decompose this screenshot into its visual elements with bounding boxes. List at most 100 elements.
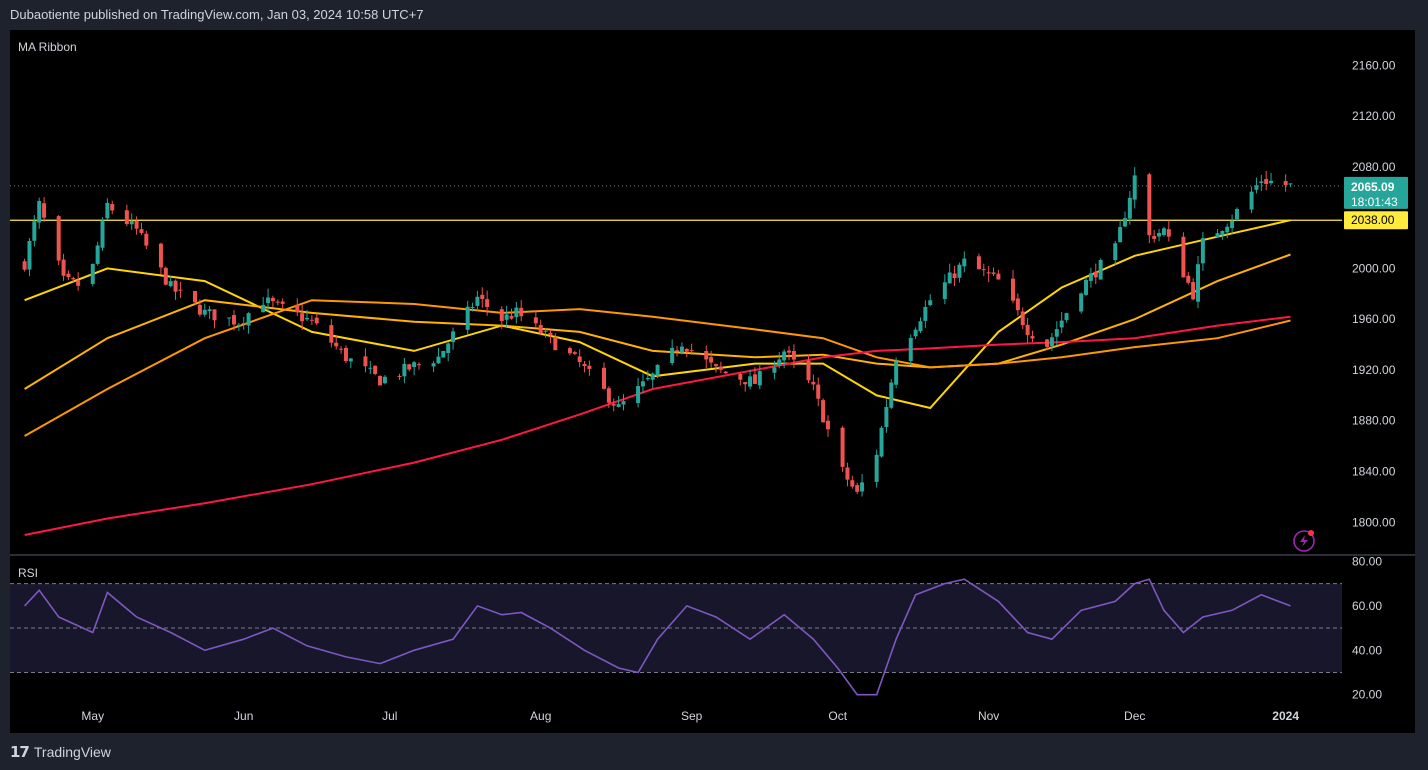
chart-svg[interactable]: 2160.002120.002080.002040.002000.001960.… (10, 30, 1415, 733)
candle-body (1191, 282, 1196, 300)
time-tick-label: Oct (828, 709, 847, 723)
candle-body (640, 381, 645, 387)
candle-body (1020, 311, 1025, 326)
time-tick-label: Dec (1124, 709, 1145, 723)
candle-body (348, 358, 353, 362)
candle-body (275, 301, 280, 303)
candle-body (1098, 259, 1103, 280)
rsi-layer (10, 578, 1342, 696)
candle-body (295, 304, 300, 313)
candle-body (1064, 313, 1069, 320)
time-tick-label: May (81, 709, 104, 723)
candle-body (261, 304, 266, 313)
brand-name[interactable]: TradingView (33, 744, 111, 760)
rsi-tick-label: 40.00 (1352, 643, 1382, 657)
candle-body (368, 367, 373, 369)
candle-body (772, 367, 777, 373)
candle-body (806, 360, 811, 381)
candle-body (519, 307, 524, 317)
candle-body (913, 329, 918, 337)
candle-body (397, 375, 402, 377)
candle-body (855, 485, 860, 492)
candle-body (650, 373, 655, 380)
lightning-icon[interactable] (1293, 530, 1315, 552)
candle-body (431, 363, 436, 367)
time-tick-label: Nov (978, 709, 999, 723)
candle-body (300, 313, 305, 322)
candle-body (874, 454, 879, 482)
candle-body (908, 337, 913, 361)
candle-body (329, 325, 334, 343)
candle-body (76, 280, 81, 286)
candle-body (168, 281, 173, 287)
rsi-title[interactable]: RSI (18, 566, 38, 580)
rsi-tick-label: 20.00 (1352, 688, 1382, 702)
candle-body (1259, 181, 1264, 183)
candle-body (178, 289, 183, 291)
countdown-label: 18:01:43 (1351, 195, 1398, 209)
candle-body (134, 220, 139, 229)
price-axis[interactable]: 2160.002120.002080.002040.002000.001960.… (1352, 58, 1396, 701)
candle-body (606, 388, 611, 403)
ma-ribbon-title[interactable]: MA Ribbon (18, 40, 77, 54)
candle-body (1269, 180, 1274, 184)
candle-body (465, 306, 470, 330)
candle-body (509, 315, 514, 319)
candle-body (543, 330, 548, 332)
candle-body (207, 309, 212, 312)
candle-body (334, 342, 339, 347)
candle-body (227, 317, 232, 319)
candle-body (475, 296, 480, 306)
candle-body (582, 363, 587, 366)
candle-body (602, 367, 607, 389)
candle-body (611, 404, 616, 406)
candle-body (670, 347, 675, 363)
candle-body (27, 240, 32, 270)
chart-frame[interactable]: 2160.002120.002080.002040.002000.001960.… (10, 30, 1415, 733)
candle-body (1093, 271, 1098, 278)
candle-body (942, 282, 947, 300)
time-tick-label: Sep (681, 709, 703, 723)
time-tick-label: Aug (530, 709, 551, 723)
candle-body (976, 256, 981, 270)
candle-body (105, 202, 110, 219)
candle-body (825, 420, 830, 430)
time-axis[interactable]: May Jun Jul Aug Sep Oct Nov Dec 2024 (81, 709, 1299, 723)
candle-body (689, 350, 694, 352)
moving-average-line-3 (24, 299, 1291, 437)
candle-body (621, 401, 626, 405)
candle-body (402, 363, 407, 377)
candle-body (339, 348, 344, 350)
candle-body (446, 343, 451, 354)
tradingview-logo-icon[interactable]: 17 (10, 743, 30, 761)
candle-body (587, 365, 592, 369)
candle-body (757, 371, 762, 386)
candle-body (1152, 236, 1157, 239)
candle-body (280, 301, 285, 304)
candle-body (928, 300, 933, 306)
moving-average-line-4 (24, 315, 1291, 536)
candle-body (777, 359, 782, 366)
pane-divider[interactable] (10, 554, 1415, 556)
level-price-label: 2038.00 (1351, 213, 1395, 227)
time-tick-label: Jul (382, 709, 397, 723)
candle-body (1025, 324, 1030, 336)
price-tick-label: 1880.00 (1352, 414, 1396, 428)
candle-body (962, 258, 967, 267)
candle-body (548, 332, 553, 336)
candle-body (373, 365, 378, 375)
candle-body (1196, 264, 1201, 302)
candle-body (947, 272, 952, 284)
candle-body (1079, 293, 1084, 312)
candle-body (1288, 183, 1293, 185)
price-tick-label: 2160.00 (1352, 58, 1396, 72)
rsi-line (24, 578, 1291, 696)
candle-body (845, 467, 850, 480)
publisher-line: Dubaotiente published on TradingView.com… (10, 7, 424, 22)
candle-body (173, 280, 178, 292)
candle-body (71, 278, 76, 280)
candle-body (743, 382, 748, 385)
candle-body (645, 377, 650, 380)
candle-body (821, 400, 826, 423)
candle-body (407, 364, 412, 370)
